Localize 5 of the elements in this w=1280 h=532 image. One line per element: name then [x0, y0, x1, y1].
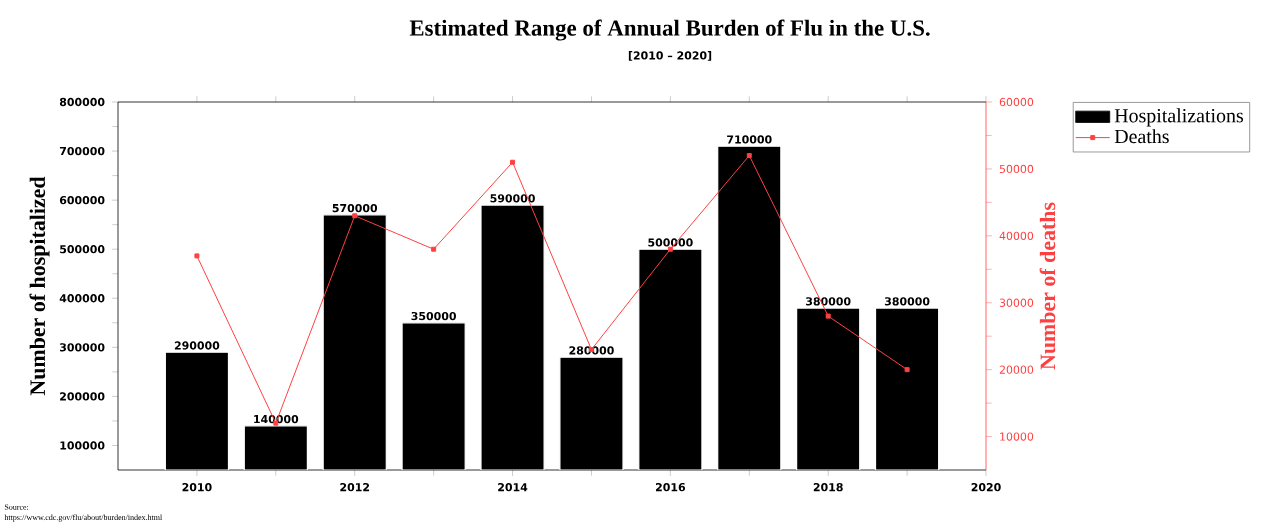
legend-label: Deaths [1114, 129, 1169, 144]
legend-label: Hospitalizations [1114, 108, 1243, 127]
y2-axis-title: Number of deaths [1039, 202, 1056, 370]
y-axis-title: Number of hospitalized [29, 176, 50, 396]
chart-title: Estimated Range of Annual Burden of Flu in the U.S. [409, 19, 930, 41]
